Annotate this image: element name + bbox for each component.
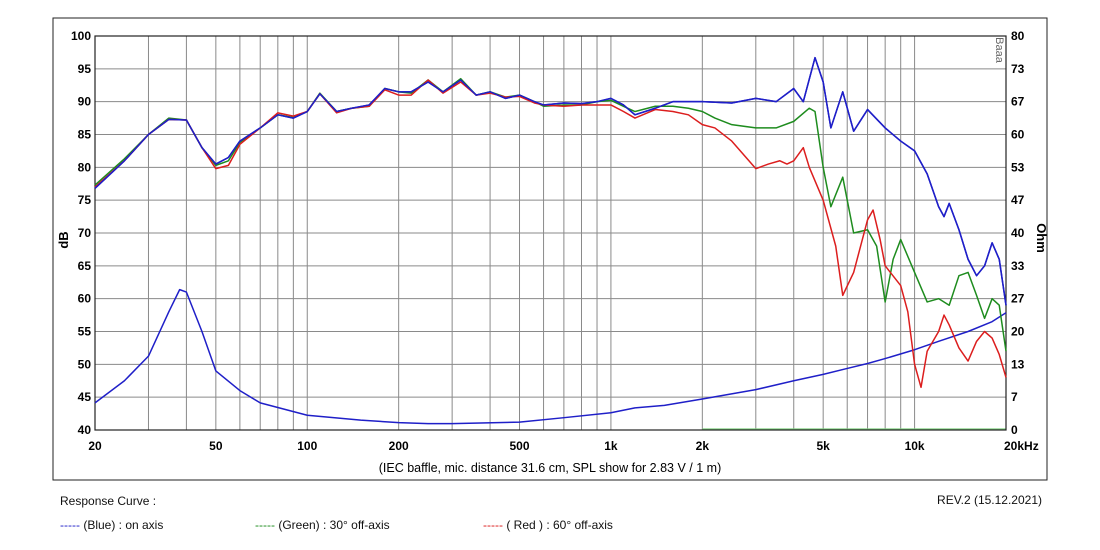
x-tick-label: 20kHz (1004, 439, 1039, 453)
y-tick-label-right: 73 (1011, 62, 1025, 76)
y-tick-label-left: 90 (78, 95, 92, 109)
x-tick-label: 5k (816, 439, 830, 453)
x-tick-label: 1k (604, 439, 618, 453)
y-tick-label-right: 7 (1011, 390, 1018, 404)
x-tick-label: 20 (88, 439, 102, 453)
x-tick-label: 500 (509, 439, 529, 453)
y-tick-label-left: 80 (78, 160, 92, 174)
axis-labels: 1009590858075706560555045408073676053474… (71, 29, 1039, 453)
legend-item: ----- (Green) : 30° off-axis (255, 518, 390, 532)
y-tick-label-right: 53 (1011, 160, 1025, 174)
y-tick-label-left: 70 (78, 226, 92, 240)
x-tick-label: 200 (389, 439, 409, 453)
corner-mark: Baaa (993, 37, 1005, 64)
y-tick-label-right: 67 (1011, 95, 1025, 109)
series-layer (94, 56, 1007, 425)
y-tick-label-left: 75 (78, 193, 92, 207)
legend-item: ----- (Blue) : on axis (60, 518, 163, 532)
y-tick-label-left: 85 (78, 128, 92, 142)
y-tick-label-right: 20 (1011, 325, 1025, 339)
x-tick-label: 50 (209, 439, 223, 453)
y-tick-label-right: 0 (1011, 423, 1018, 437)
x-tick-label: 100 (297, 439, 317, 453)
y-tick-label-left: 55 (78, 325, 92, 339)
grid (95, 36, 1006, 430)
y-tick-label-right: 60 (1011, 128, 1025, 142)
y-tick-label-right: 80 (1011, 29, 1025, 43)
y-tick-label-right: 27 (1011, 292, 1025, 306)
y-tick-label-right: 33 (1011, 259, 1025, 273)
chart-caption: (IEC baffle, mic. distance 31.6 cm, SPL … (379, 461, 722, 475)
y-tick-label-left: 95 (78, 62, 92, 76)
y-tick-label-right: 13 (1011, 357, 1025, 371)
y-tick-label-left: 60 (78, 292, 92, 306)
impedance-curve (94, 288, 1007, 425)
x-tick-label: 10k (905, 439, 925, 453)
y-tick-label-left: 65 (78, 259, 92, 273)
series-line-blue-on-axis-overlay (94, 56, 1007, 306)
legend-swatch: ----- (255, 518, 275, 532)
outer-frame (52, 17, 1048, 481)
legend-item: ----- ( Red ) : 60° off-axis (483, 518, 613, 532)
revision-label: REV.2 (15.12.2021) (937, 493, 1042, 507)
y-tick-label-right: 47 (1011, 193, 1025, 207)
y-tick-label-left: 40 (78, 423, 92, 437)
legend-swatch: ----- (60, 518, 80, 532)
legend-label: (Blue) : on axis (79, 518, 164, 532)
footer-title: Response Curve : (60, 494, 157, 508)
legend-label: (Green) : 30° off-axis (274, 518, 390, 532)
y-axis-title-left: dB (56, 231, 71, 248)
legend-label: ( Red ) : 60° off-axis (502, 518, 613, 532)
frequency-response-chart: 1009590858075706560555045408073676053474… (52, 17, 1049, 481)
x-tick-label: 2k (696, 439, 710, 453)
y-tick-label-left: 45 (78, 390, 92, 404)
y-axis-title-right: Ohm (1034, 223, 1049, 253)
plot-area-border (94, 35, 1007, 431)
y-tick-label-left: 100 (71, 29, 91, 43)
y-tick-label-left: 50 (78, 357, 92, 371)
y-tick-label-right: 40 (1011, 226, 1025, 240)
legend-swatch: ----- (483, 518, 503, 532)
